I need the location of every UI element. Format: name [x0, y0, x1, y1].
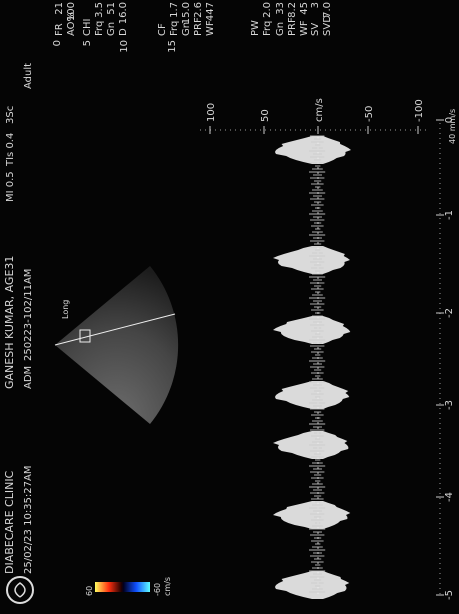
panel-label: D	[118, 28, 129, 36]
patient-name: GANESH KUMAR, AGE31	[3, 256, 16, 389]
panel-label: PW	[250, 20, 261, 36]
panel-label: SVD	[322, 15, 333, 36]
time-label: -4	[444, 492, 455, 502]
velocity-label: cm/s	[314, 98, 325, 122]
mi: MI 0.5	[5, 171, 16, 202]
spectrum-beat	[273, 501, 351, 529]
velocity-label: -100	[414, 99, 425, 122]
panel-label: FR	[54, 23, 65, 36]
spectrum-beat	[274, 136, 351, 164]
clinic-name: DIABECARE CLINIC	[3, 470, 16, 574]
panel-label: Frq	[169, 21, 180, 36]
logo-mark	[14, 582, 26, 598]
spectrum-beat	[273, 316, 351, 344]
panel-value: 3.5	[94, 2, 105, 18]
panel-label: Gn	[181, 22, 192, 36]
time-label: -2	[444, 308, 455, 318]
time-label: 0	[444, 117, 455, 123]
panel-label: Gn	[275, 22, 286, 36]
panel-label: WF	[205, 20, 216, 36]
color-unit: cm/s	[163, 577, 172, 596]
date-time: 25/02/23 10:35:27AM	[23, 466, 34, 574]
panel-label: PRF	[287, 17, 298, 36]
probe: 3Sc	[5, 106, 16, 124]
spectrum-beat	[273, 246, 350, 274]
depth-mark: 15	[167, 40, 178, 53]
spectrum-beat	[274, 571, 350, 599]
panel-value: 1.7	[169, 2, 180, 18]
panel-value: 51	[106, 2, 117, 15]
panel-value: 16.0	[118, 2, 129, 24]
spectrum-beat	[274, 381, 350, 409]
image-label: Long	[61, 300, 70, 319]
time-label: -1	[444, 210, 455, 220]
panel-label: CF	[157, 23, 168, 36]
panel-label: Gn	[106, 22, 117, 36]
cursor-line	[54, 313, 176, 346]
panel-value: 3	[310, 2, 321, 8]
panel-value: 2.6	[193, 2, 204, 18]
panel-label: WF	[299, 20, 310, 36]
color-max: 60	[85, 586, 94, 596]
depth-mark: 5	[82, 40, 93, 46]
panel-label: Frq	[262, 21, 273, 36]
panel-value: 33	[275, 2, 286, 15]
panel-label: AO%	[66, 12, 77, 36]
depth-mark: 10	[119, 40, 130, 53]
color-min: -60	[153, 583, 162, 596]
adm-label: ADM	[23, 366, 34, 389]
sample-gate	[79, 329, 91, 343]
logo	[6, 576, 34, 604]
sector-image	[55, 266, 179, 424]
panel-label: Frq	[94, 21, 105, 36]
panel-value: 100	[66, 2, 77, 21]
panel-label: CHI	[82, 19, 93, 36]
panel-value: 8.2	[287, 2, 298, 18]
time-label: -5	[444, 590, 455, 600]
depth-mark: 0	[52, 40, 63, 46]
tis: TIs 0.4	[5, 133, 16, 167]
rotated-display: DIABECARE CLINIC 25/02/23 10:35:27AM GANES…	[3, 2, 457, 604]
panel-value: 2.0	[262, 2, 273, 18]
preset: Adult	[23, 63, 34, 89]
panel-label: PRF	[193, 17, 204, 36]
sweep-speed: 40 mm/s	[448, 109, 457, 144]
adm-id: 250223-102/11AM	[23, 269, 34, 361]
doppler-spectrum	[273, 135, 351, 599]
panel-value: 447	[205, 2, 216, 21]
color-bar	[95, 582, 150, 592]
velocity-label: 50	[260, 109, 271, 122]
panel-value: 45	[299, 2, 310, 15]
panel-value: 15.0	[181, 2, 192, 24]
panel-value: 21	[54, 2, 65, 15]
panel-label: SV	[310, 23, 321, 36]
panel-value: 7.0	[322, 2, 333, 18]
velocity-label: 100	[206, 103, 217, 122]
velocity-label: -50	[364, 106, 375, 122]
time-label: -3	[444, 400, 455, 410]
